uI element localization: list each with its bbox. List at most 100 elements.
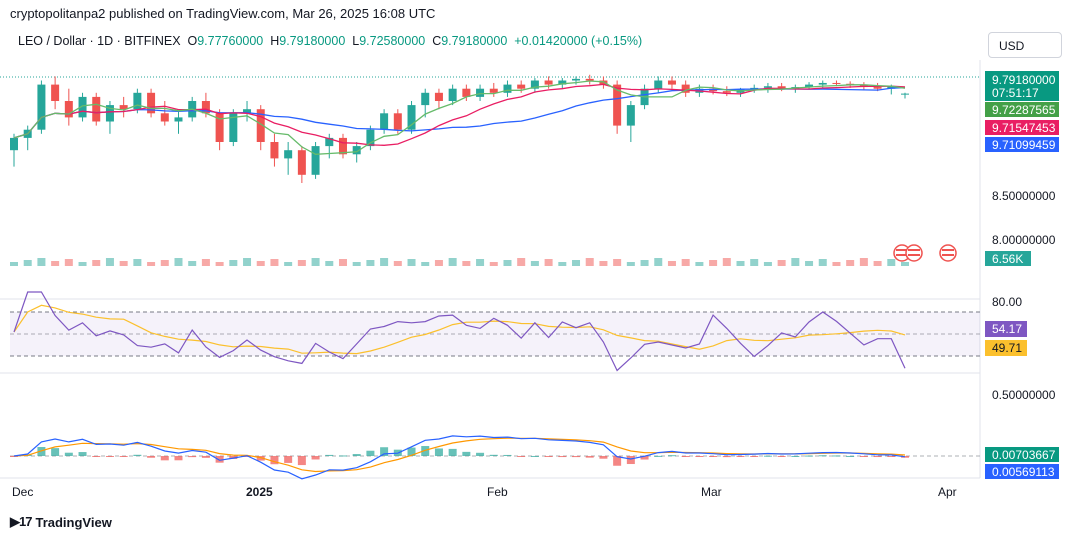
macd-hist-bar xyxy=(325,454,334,456)
macd-hist-bar xyxy=(859,456,868,457)
volume-bar xyxy=(352,262,361,266)
rsi-tag xyxy=(985,321,1027,337)
macd-hist-bar xyxy=(763,455,772,457)
volume-value: 6.56K xyxy=(992,252,1023,266)
candle-body xyxy=(654,80,663,89)
candle-body xyxy=(722,91,731,93)
volume-bar xyxy=(434,260,443,266)
candle-body xyxy=(681,84,690,93)
candle-body xyxy=(78,96,87,118)
candle-body xyxy=(558,80,567,85)
us-flag-icon[interactable] xyxy=(939,244,957,262)
candle-body xyxy=(380,113,389,130)
volume-bar xyxy=(160,260,169,266)
macd-hist-bar xyxy=(380,447,389,456)
tradingview-logo[interactable]: ▶17 TradingView xyxy=(10,514,112,530)
macd-hist-bar xyxy=(489,454,498,456)
candle-body xyxy=(503,84,512,93)
volume-bar xyxy=(667,261,676,266)
macd-hist-bar xyxy=(105,456,114,457)
candle-body xyxy=(393,113,402,130)
volume-bar xyxy=(654,258,663,266)
volume-bar xyxy=(215,262,224,266)
macd-hist-bar xyxy=(366,450,375,456)
volume-bar xyxy=(763,262,772,266)
volume-bar xyxy=(873,261,882,266)
macd-hist-bar xyxy=(476,452,485,456)
macd-hist-bar xyxy=(133,454,142,456)
candle-body xyxy=(297,150,306,175)
candle-body xyxy=(448,88,457,101)
volume-bar xyxy=(366,260,375,266)
macd-hist-bar xyxy=(640,456,649,460)
close-label: C xyxy=(432,34,442,48)
volume-bar xyxy=(407,259,416,266)
volume-bar xyxy=(297,260,306,266)
candle-body xyxy=(366,129,375,147)
volume-bar xyxy=(23,260,32,266)
volume-bar xyxy=(174,258,183,266)
macd-hist-bar xyxy=(10,456,18,457)
candle-body xyxy=(887,86,896,89)
macd-hist-bar xyxy=(558,456,567,458)
macd-hist-bar xyxy=(873,456,882,458)
volume-bar xyxy=(119,261,128,266)
currency-button[interactable]: USD xyxy=(988,32,1062,58)
macd-hist-bar xyxy=(78,452,87,456)
macd-hist-bar xyxy=(243,456,252,457)
candle-body xyxy=(805,84,814,88)
rsi-ma-tag xyxy=(985,340,1027,356)
macd-hist-bar xyxy=(681,456,690,457)
candle-body xyxy=(160,113,169,122)
volume-bar xyxy=(489,262,498,266)
symbol-label: LEO / Dollar · 1D · BITFINEX xyxy=(18,34,181,48)
macd-hist-bar xyxy=(695,456,704,457)
macd-hist-bar xyxy=(667,455,676,457)
volume-bar xyxy=(613,259,622,266)
candle-body xyxy=(421,92,430,106)
macd-hist-bar xyxy=(626,456,635,465)
macd-hist-bar xyxy=(901,456,909,458)
rsi-ma-line xyxy=(13,304,906,355)
macd-hist-bar xyxy=(530,455,539,457)
countdown-text: 07:51:17 xyxy=(992,86,1039,100)
macd-hist-bar xyxy=(201,456,210,458)
macd-hist-bar xyxy=(407,447,416,456)
candle-body xyxy=(572,78,581,81)
candle-body xyxy=(901,93,909,95)
macd-hist-bar xyxy=(832,455,841,457)
macd-hist-bar xyxy=(174,456,183,461)
last-price-tag xyxy=(985,71,1059,101)
rsi-value: 54.17 xyxy=(992,322,1022,336)
candle-body xyxy=(51,84,60,101)
macd-hist-bar xyxy=(654,455,663,457)
us-flag-icon[interactable] xyxy=(905,244,923,262)
ohlc-legend: LEO / Dollar · 1D · BITFINEX O9.77760000… xyxy=(18,34,642,48)
ma-fast-value: 9.72287565 xyxy=(992,103,1056,117)
published-header: cryptopolitanpa2 published on TradingVie… xyxy=(10,6,436,21)
volume-bar xyxy=(558,262,567,266)
candle-body xyxy=(201,101,210,114)
candle-body xyxy=(462,88,471,97)
ma-slow-value: 9.71099459 xyxy=(992,138,1056,152)
volume-bar xyxy=(750,259,759,266)
candle-body xyxy=(407,105,416,130)
volume-bar xyxy=(599,261,608,266)
time-tick: Mar xyxy=(701,485,722,499)
volume-bar xyxy=(284,262,293,266)
volume-bar xyxy=(311,258,320,266)
candle-body xyxy=(256,109,265,142)
candle-body xyxy=(105,105,114,122)
volume-bar xyxy=(421,262,430,266)
time-tick: Dec xyxy=(12,485,33,499)
macd-hist-bar xyxy=(572,456,581,458)
volume-bar xyxy=(572,260,581,266)
low-label: L xyxy=(352,34,360,48)
volume-bar xyxy=(380,258,389,266)
candle-body xyxy=(832,82,841,84)
macd-hist-bar xyxy=(544,456,553,457)
price-tick: 8.50000000 xyxy=(992,189,1056,203)
volume-bar xyxy=(201,259,210,266)
candle-body xyxy=(763,86,772,88)
